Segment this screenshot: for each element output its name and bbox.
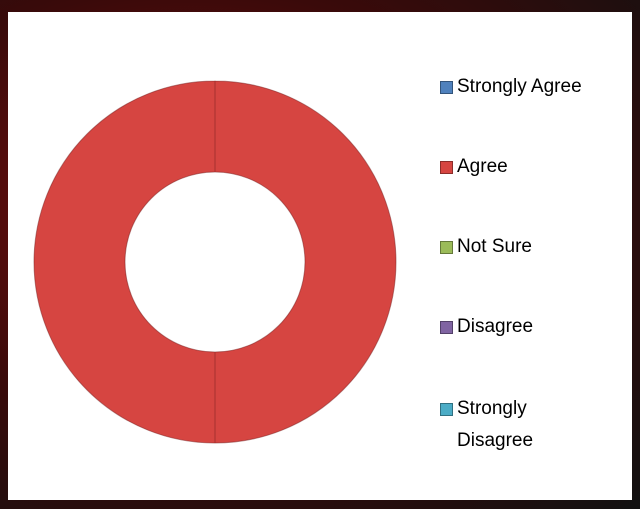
legend-label: Not Sure [457, 236, 532, 257]
chart [33, 80, 397, 444]
legend-item: Not Sure [440, 231, 607, 263]
legend-swatch [440, 241, 453, 254]
legend-swatch [440, 403, 453, 416]
legend-swatch [440, 321, 453, 334]
legend-label: Disagree [457, 316, 534, 337]
legend-label: Strongly Disagree [457, 398, 534, 451]
legend: Strongly Agree Agree Not Sure Disagree Stron… [440, 12, 630, 500]
donut-slice [33, 80, 397, 444]
legend-swatch [440, 81, 453, 94]
legend-item: Agree [440, 151, 607, 183]
legend-item: Strongly Agree [440, 71, 607, 103]
legend-item: Strongly Disagree [440, 393, 607, 457]
legend-swatch [440, 161, 453, 174]
legend-label: Agree [457, 156, 508, 177]
chart-panel: Strongly Agree Agree Not Sure Disagree Stron… [8, 12, 632, 500]
legend-label: Strongly Agree [457, 76, 582, 97]
legend-item: Disagree [440, 311, 607, 343]
